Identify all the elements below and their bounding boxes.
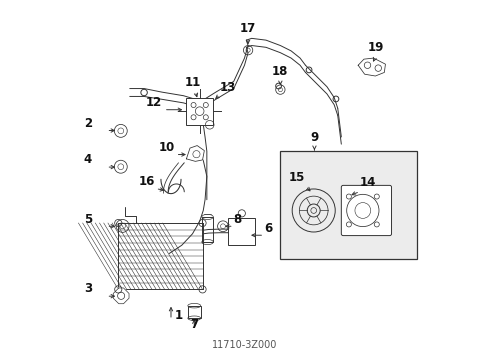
Text: 1: 1 xyxy=(174,309,183,321)
Text: 3: 3 xyxy=(84,283,92,296)
Text: 17: 17 xyxy=(240,22,256,35)
Text: 11710-3Z000: 11710-3Z000 xyxy=(211,340,277,350)
Polygon shape xyxy=(113,288,129,304)
Text: 4: 4 xyxy=(83,153,92,166)
Text: 10: 10 xyxy=(158,141,174,154)
Text: 7: 7 xyxy=(190,318,198,330)
Text: 15: 15 xyxy=(288,171,304,184)
Bar xyxy=(280,151,416,259)
Text: 14: 14 xyxy=(359,176,375,189)
Polygon shape xyxy=(186,145,204,161)
Bar xyxy=(187,306,201,318)
Text: 8: 8 xyxy=(233,212,242,226)
FancyBboxPatch shape xyxy=(341,185,391,235)
Text: 12: 12 xyxy=(145,96,162,109)
Bar xyxy=(185,98,213,125)
Text: 16: 16 xyxy=(138,175,155,188)
Text: 2: 2 xyxy=(84,117,92,130)
Text: 6: 6 xyxy=(264,221,272,234)
Text: 5: 5 xyxy=(83,212,92,226)
Text: 11: 11 xyxy=(184,76,200,89)
Text: 19: 19 xyxy=(366,41,383,54)
Polygon shape xyxy=(357,58,385,76)
Text: 9: 9 xyxy=(310,131,318,144)
Bar xyxy=(228,218,255,244)
Text: 18: 18 xyxy=(272,65,288,78)
Text: 13: 13 xyxy=(219,81,235,94)
Bar xyxy=(202,217,213,242)
